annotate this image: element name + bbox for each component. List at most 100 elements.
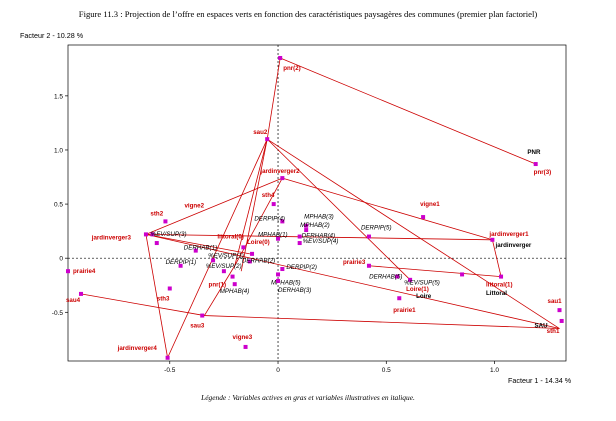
connection-line [280,57,536,165]
point-label: vigne3 [233,334,253,341]
plot-frame [67,44,567,362]
point-marker [297,234,302,239]
point-marker [304,228,309,233]
point-label: DERPIP(4) [254,215,285,222]
point-label: pnr(3) [534,169,552,176]
connection-line [145,233,493,241]
point-marker [278,55,283,60]
connection-line [145,177,283,235]
point-marker [280,219,285,224]
point-label: DERPIP(1) [166,259,197,266]
y-tick-label: 0 [59,256,63,263]
point-marker [154,241,159,246]
point-label: MPHAB(3) [304,214,334,221]
connection-line [80,293,205,316]
point-label: DERPIP(2) [286,264,317,271]
connection-line [145,233,560,329]
point-label: vigne1 [420,201,440,208]
x-tick-label: 0.5 [382,367,391,374]
point-marker [200,313,205,318]
y-axis-label: Facteur 2 - 10.28 % [20,31,84,40]
point-label: %EV/SUP(3) [151,231,187,238]
connection-line [145,234,168,358]
point-label: Loire(0) [247,239,270,246]
y-tick-label: 0.5 [54,202,63,209]
point-label: sau1 [548,298,563,305]
point-label: pnr(2) [283,65,301,72]
point-marker [297,241,302,246]
point-marker [499,274,504,279]
point-marker [265,137,270,142]
point-marker [150,232,155,237]
point-marker [395,274,400,279]
point-label: jardinverger3 [91,234,132,241]
connection-line [368,265,502,277]
point-marker [165,355,170,360]
connection-line [240,139,268,272]
point-label: prairie3 [343,259,366,266]
connection-line [234,139,268,266]
point-label: Littoral [486,290,507,297]
connection-line [266,138,560,329]
point-marker [304,223,309,228]
point-marker [178,263,183,268]
point-label: sau4 [66,297,81,304]
connection-line [204,265,236,316]
point-marker [163,219,168,224]
point-marker [276,278,281,283]
point-label: jardinverger2 [259,168,300,175]
point-marker [243,344,248,349]
point-marker [280,267,285,272]
point-marker [232,282,237,287]
figure-title: Figure 11.3 : Projection de l’offre en e… [78,9,538,19]
point-marker [193,248,198,253]
point-label: jardinverger4 [117,345,158,352]
connection-line [266,57,281,140]
connection-line [491,239,502,277]
point-label: SAU [535,323,549,330]
point-label: %EV/SUP(2) [206,263,242,270]
point-marker [167,286,172,291]
point-label: DERHAB(2) [242,257,275,264]
point-label: Loire(1) [406,286,429,293]
point-marker [241,245,246,250]
point-label: pnr(1) [209,282,227,289]
connection-line [234,177,283,266]
axes-layer: -0.5 0 0.5 1.0 -0.5 0 0.5 1.0 1.5 [52,45,566,374]
point-marker [460,272,465,277]
x-axis-label: Facteur 1 - 14.34 % [508,376,572,385]
point-label: DERHAB(3) [278,287,311,294]
point-label: littoral(1) [486,282,512,289]
point-marker [221,269,226,274]
point-marker [397,296,402,301]
point-label: sth2 [150,210,163,217]
point-marker [490,237,495,242]
point-label: sth1 [547,328,560,335]
point-label: DERPIP(5) [361,225,392,232]
x-tick-label: 1.0 [490,367,499,374]
point-marker [143,232,148,237]
point-marker [366,263,371,268]
point-marker [276,272,281,277]
point-label: jardinverger [495,242,532,249]
points-layer: pnr(2) pnr(3) PNR sau2 jardinverger2 sth4 vign… [66,55,564,360]
point-label: sth3 [157,295,170,302]
point-marker [559,318,564,323]
point-label: MPHAB(2) [300,222,330,229]
point-label: jardinverger1 [488,231,529,238]
point-label: DERHAB(1) [184,245,217,252]
point-label: %EV/SUP(5) [404,279,440,286]
point-marker [66,269,70,274]
point-label: vigne2 [184,202,204,209]
point-label: DERHAB(5) [369,274,402,281]
point-marker [421,215,426,220]
point-marker [533,162,538,167]
point-label: DERHAB(4) [302,233,335,240]
point-label: MPHAB(4) [220,288,250,295]
point-label: Loire [416,293,432,300]
y-tick-label: 1.0 [54,147,63,154]
legend-note: Légende : Variables actives en gras et v… [201,393,415,402]
point-label: PNR [527,149,541,156]
point-label: MPHAB(1) [258,232,288,239]
